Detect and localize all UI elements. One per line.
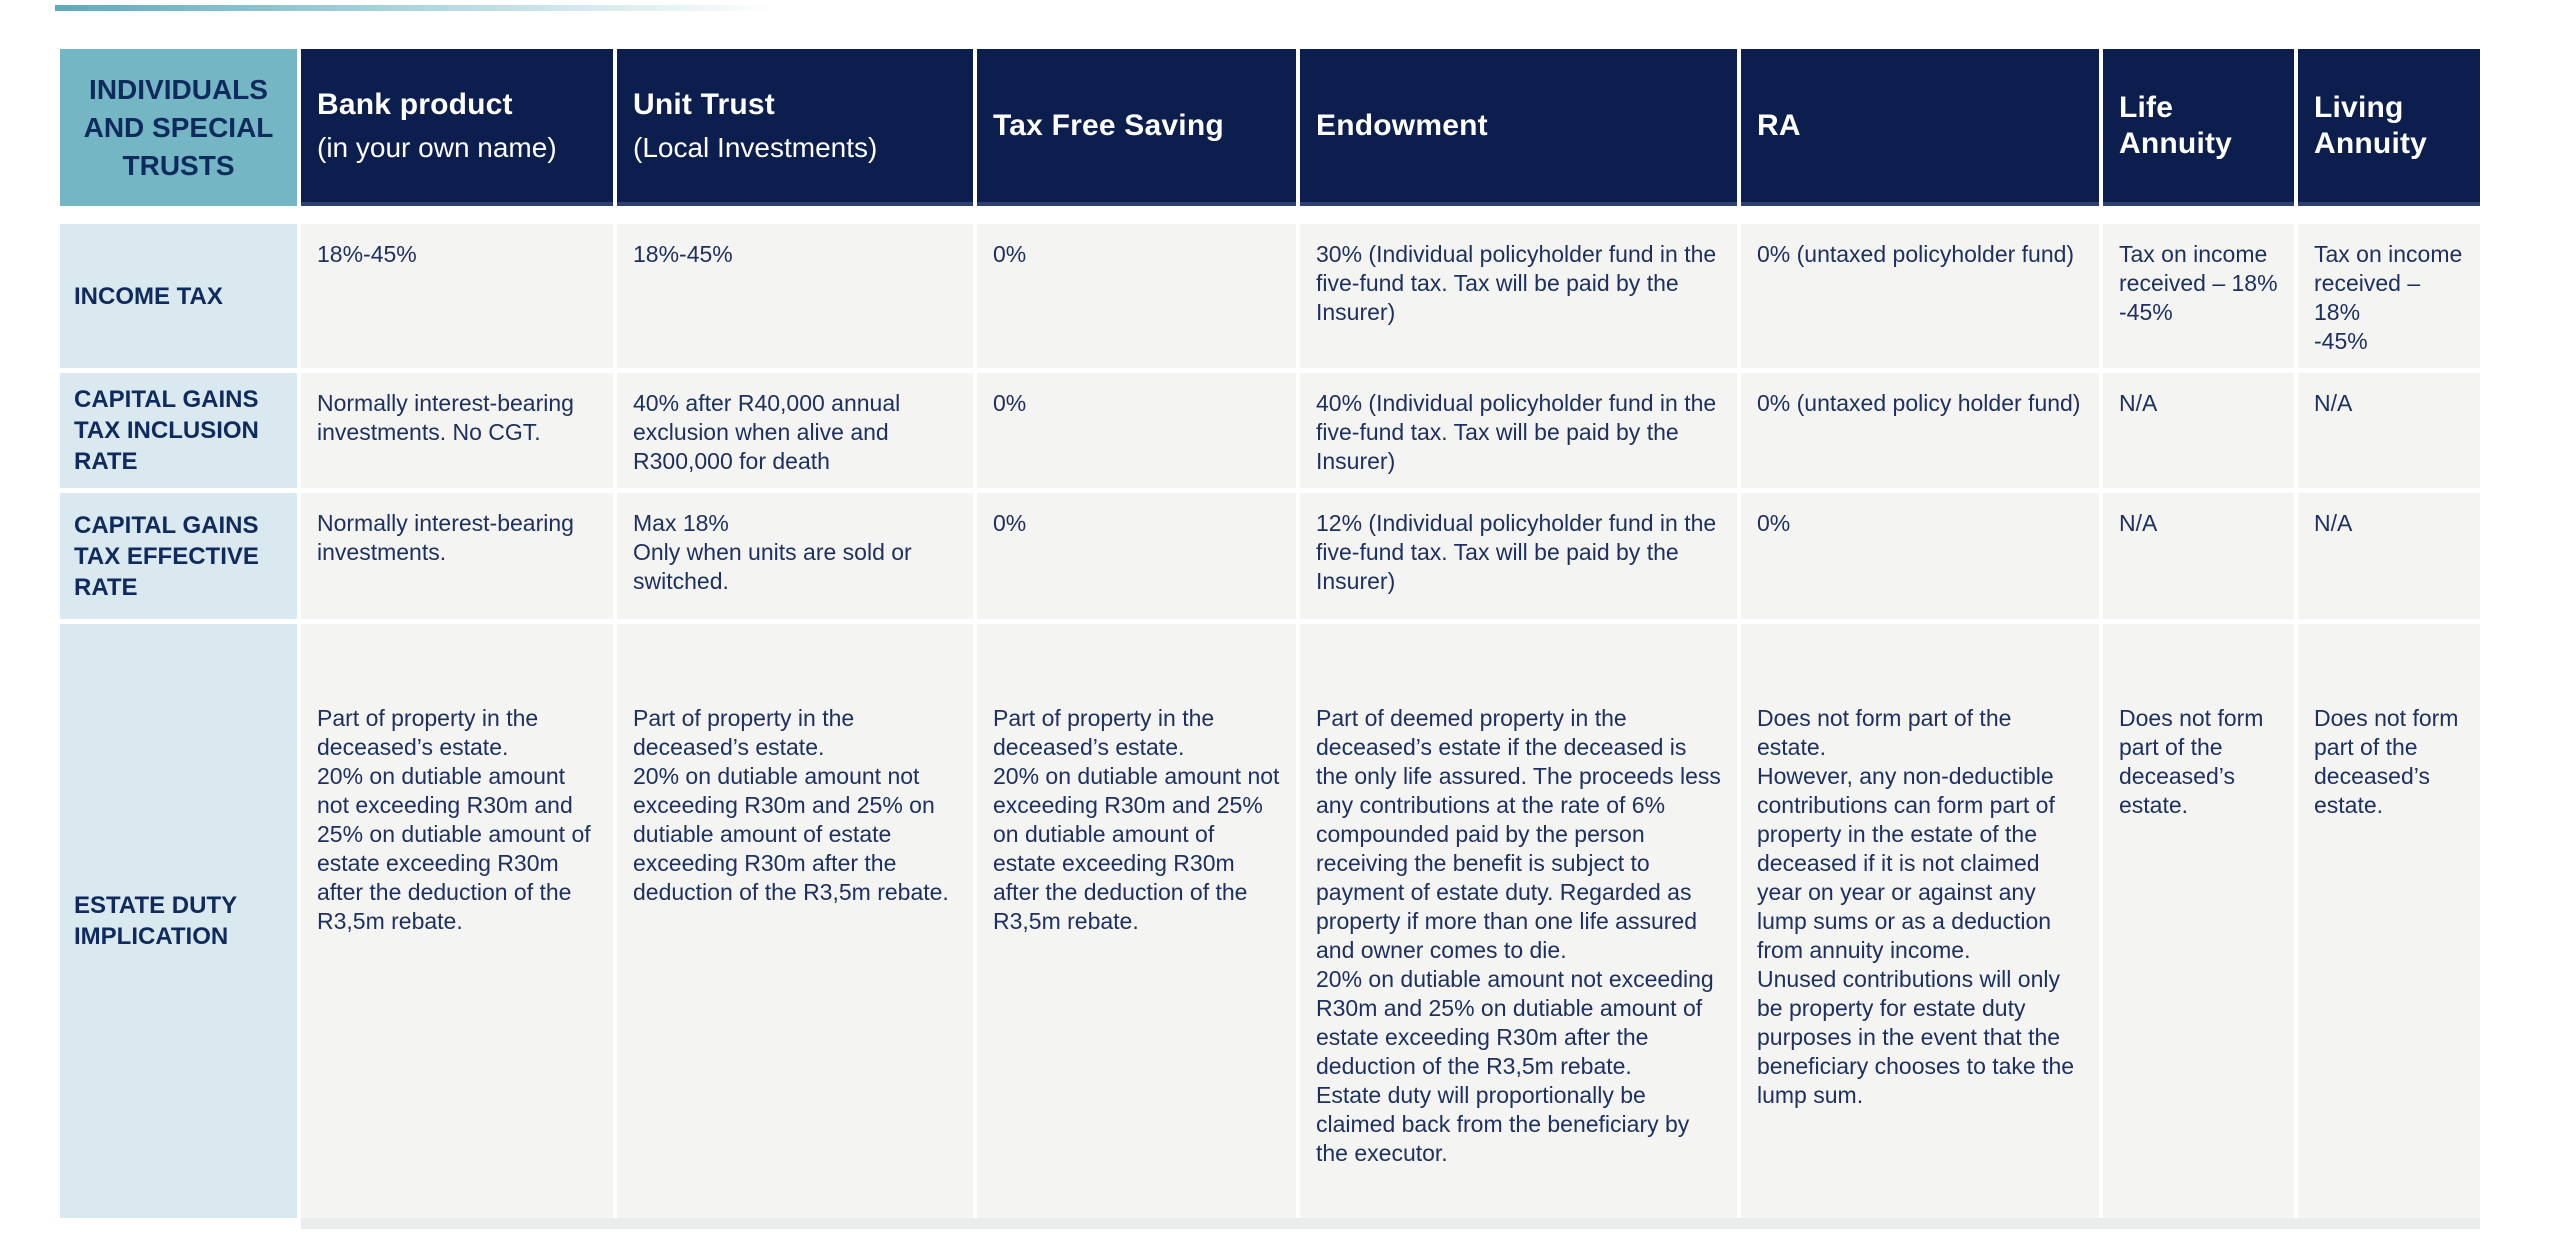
column-title: Life Annuity bbox=[2119, 90, 2233, 160]
row-label-cgt-inclusion-rate: CAPITAL GAINS TAX INCLUSION RATE bbox=[60, 373, 297, 488]
cell-cgt-inclusion-unit-trust: 40% after R40,000 annual exclusion when … bbox=[617, 373, 973, 488]
cell-cgt-effective-unit-trust: Max 18% Only when units are sold or swit… bbox=[617, 493, 973, 619]
cell-cgt-inclusion-life-annuity: N/A bbox=[2103, 373, 2294, 488]
table-bottom-shadow bbox=[301, 1218, 2480, 1229]
column-header-life-annuity: Life Annuity bbox=[2103, 49, 2294, 206]
row-label-estate-duty: ESTATE DUTY IMPLICATION bbox=[60, 624, 297, 1218]
cell-cgt-effective-endowment: 12% (Individual policyholder fund in the… bbox=[1300, 493, 1737, 619]
cell-cgt-inclusion-ra: 0% (untaxed policy holder fund) bbox=[1741, 373, 2099, 488]
column-title: Bank product bbox=[317, 87, 513, 121]
cell-income-tax-bank-product: 18%-45% bbox=[301, 224, 613, 368]
row-label-text: CAPITAL GAINS TAX INCLUSION RATE bbox=[74, 386, 259, 475]
column-title: Tax Free Saving bbox=[993, 108, 1224, 142]
cell-cgt-inclusion-bank-product: Normally interest-bearing investments. N… bbox=[301, 373, 613, 488]
cell-income-tax-unit-trust: 18%-45% bbox=[617, 224, 973, 368]
cell-cgt-effective-tax-free-saving: 0% bbox=[977, 493, 1296, 619]
column-subtitle: (in your own name) bbox=[317, 131, 557, 163]
column-header-unit-trust: Unit Trust (Local Investments) bbox=[617, 49, 973, 206]
table-row-cgt-inclusion-rate: CAPITAL GAINS TAX INCLUSION RATE Normall… bbox=[60, 373, 2480, 488]
comparison-table: INDIVIDUALS AND SPECIAL TRUSTS Bank prod… bbox=[60, 49, 2480, 1229]
cell-cgt-effective-bank-product: Normally interest-bearing investments. bbox=[301, 493, 613, 619]
column-title: Endowment bbox=[1316, 108, 1488, 142]
row-label-text: CAPITAL GAINS TAX EFFECTIVE RATE bbox=[74, 511, 259, 601]
row-label-text: ESTATE DUTY IMPLICATION bbox=[74, 892, 237, 950]
corner-header-label: INDIVIDUALS AND SPECIAL TRUSTS bbox=[83, 73, 274, 181]
column-header-endowment: Endowment bbox=[1300, 49, 1737, 206]
column-title: Living Annuity bbox=[2314, 90, 2428, 160]
row-label-text: INCOME TAX bbox=[74, 282, 223, 310]
column-header-ra: RA bbox=[1741, 49, 2099, 206]
row-label-income-tax: INCOME TAX bbox=[60, 224, 297, 368]
cell-estate-duty-tax-free-saving: Part of property in the deceased’s estat… bbox=[977, 624, 1296, 1218]
cell-estate-duty-unit-trust: Part of property in the deceased’s estat… bbox=[617, 624, 973, 1218]
cell-income-tax-tax-free-saving: 0% bbox=[977, 224, 1296, 368]
corner-header-individuals-and-special-trusts: INDIVIDUALS AND SPECIAL TRUSTS bbox=[60, 49, 297, 206]
cell-cgt-effective-ra: 0% bbox=[1741, 493, 2099, 619]
column-title: RA bbox=[1757, 108, 1801, 142]
cell-cgt-effective-living-annuity: N/A bbox=[2298, 493, 2480, 619]
row-label-cgt-effective-rate: CAPITAL GAINS TAX EFFECTIVE RATE bbox=[60, 493, 297, 619]
cell-cgt-effective-life-annuity: N/A bbox=[2103, 493, 2294, 619]
cell-income-tax-life-annuity: Tax on income received – 18% -45% bbox=[2103, 224, 2294, 368]
column-subtitle: (Local Investments) bbox=[633, 131, 878, 163]
top-accent-line bbox=[55, 5, 775, 11]
column-header-living-annuity: Living Annuity bbox=[2298, 49, 2480, 206]
column-header-tax-free-saving: Tax Free Saving bbox=[977, 49, 1296, 206]
cell-estate-duty-ra: Does not form part of the estate. Howeve… bbox=[1741, 624, 2099, 1218]
cell-estate-duty-bank-product: Part of property in the deceased’s estat… bbox=[301, 624, 613, 1218]
column-header-bank-product: Bank product (in your own name) bbox=[301, 49, 613, 206]
cell-cgt-inclusion-living-annuity: N/A bbox=[2298, 373, 2480, 488]
column-title: Unit Trust bbox=[633, 87, 775, 121]
cell-income-tax-endowment: 30% (Individual policyholder fund in the… bbox=[1300, 224, 1737, 368]
table-row-estate-duty: ESTATE DUTY IMPLICATION Part of property… bbox=[60, 624, 2480, 1218]
cell-income-tax-ra: 0% (untaxed policyholder fund) bbox=[1741, 224, 2099, 368]
cell-estate-duty-life-annuity: Does not form part of the deceased’s est… bbox=[2103, 624, 2294, 1218]
cell-estate-duty-living-annuity: Does not form part of the deceased’s est… bbox=[2298, 624, 2480, 1218]
cell-cgt-inclusion-tax-free-saving: 0% bbox=[977, 373, 1296, 488]
header-row: INDIVIDUALS AND SPECIAL TRUSTS Bank prod… bbox=[60, 49, 2480, 206]
table-row-income-tax: INCOME TAX 18%-45% 18%-45% 0% 30% (Indiv… bbox=[60, 224, 2480, 368]
cell-estate-duty-endowment: Part of deemed property in the deceased’… bbox=[1300, 624, 1737, 1218]
table-row-cgt-effective-rate: CAPITAL GAINS TAX EFFECTIVE RATE Normall… bbox=[60, 493, 2480, 619]
cell-income-tax-living-annuity: Tax on income received – 18% -45% bbox=[2298, 224, 2480, 368]
cell-cgt-inclusion-endowment: 40% (Individual policyholder fund in the… bbox=[1300, 373, 1737, 488]
